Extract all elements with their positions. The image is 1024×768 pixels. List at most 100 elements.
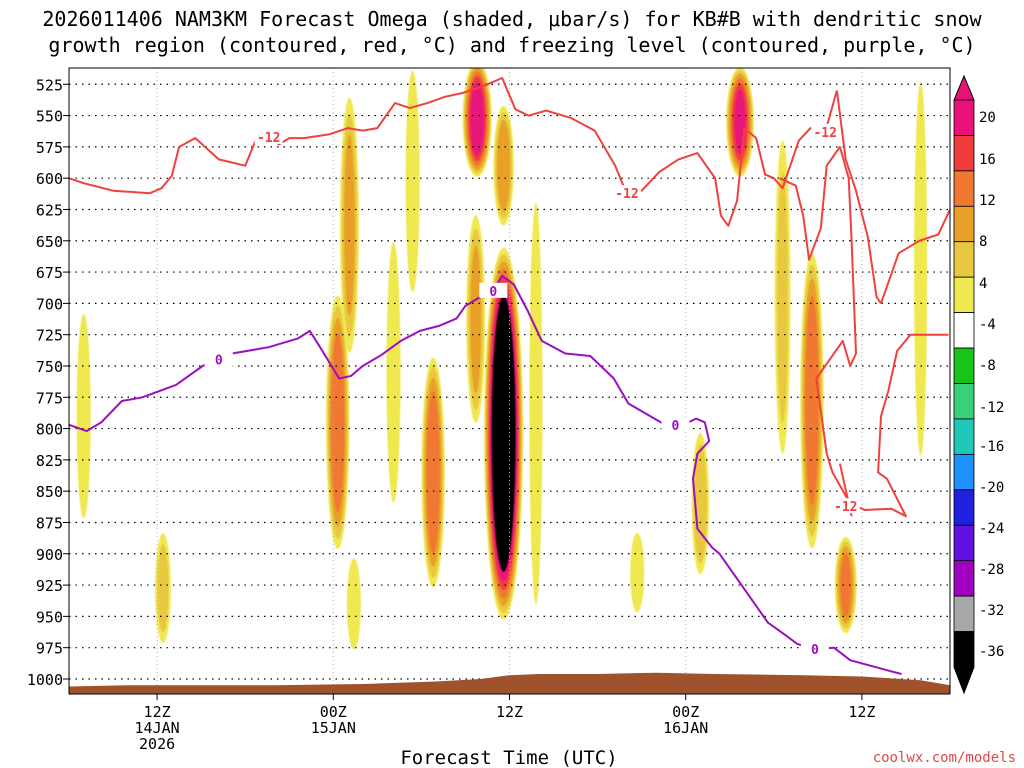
dgz-label-0: -12 <box>257 131 280 146</box>
omega-feature-2 <box>462 68 492 177</box>
colorbar-bin-12 <box>953 524 975 562</box>
ytick-label-750: 750 <box>36 358 63 376</box>
colorbar-label-6: -8 <box>979 358 996 374</box>
colorbar-bin-10 <box>953 453 975 491</box>
ytick-label-850: 850 <box>36 483 63 501</box>
ytick-label-600: 600 <box>36 170 63 188</box>
ytick-label-1000: 1000 <box>27 671 63 689</box>
chart-title-line2: growth region (contoured, red, °C) and f… <box>48 33 975 57</box>
colorbar-bin-8 <box>953 383 975 420</box>
credit-text: coolwx.com/models <box>873 750 1016 766</box>
freezing-label-0-bg <box>204 351 233 367</box>
omega-band-14-1 <box>529 202 543 605</box>
omega-band-2-6 <box>470 81 485 156</box>
omega-feature-1 <box>493 105 514 226</box>
ytick-label-875: 875 <box>36 514 63 532</box>
colorbar-bin-7 <box>953 347 975 384</box>
colorbar-bin-6 <box>953 312 975 349</box>
ytick-label-925: 925 <box>36 577 63 595</box>
ytick-label-725: 725 <box>36 327 63 345</box>
colorbar-label-9: -20 <box>979 480 1004 496</box>
omega-feature-18 <box>630 532 645 613</box>
colorbar-bin-13 <box>953 560 975 597</box>
ytick-label-775: 775 <box>36 389 63 407</box>
omega-feature-10 <box>834 537 857 634</box>
freezing-label-0: 0 <box>215 354 223 369</box>
ytick-label-525: 525 <box>36 76 63 94</box>
pressure-gridlines <box>69 68 950 694</box>
ytick-label-950: 950 <box>36 608 63 626</box>
freezing-label-3: 0 <box>811 643 819 658</box>
colorbar-bottom-arrow <box>953 666 975 695</box>
colorbar-label-4: 4 <box>979 276 987 292</box>
freezing-label-3-bg <box>800 640 829 656</box>
ytick-label-550: 550 <box>36 108 63 126</box>
colorbar-label-12: -32 <box>979 603 1004 619</box>
omega-band-12-2 <box>157 544 169 633</box>
freezing-label-1-bg <box>479 282 508 298</box>
omega-feature-12 <box>155 533 171 644</box>
omega-feature-16 <box>405 70 420 292</box>
ytick-label-625: 625 <box>36 201 63 219</box>
omega-band-6-3 <box>470 245 482 393</box>
ytick-label-650: 650 <box>36 233 63 251</box>
ytick-label-700: 700 <box>36 295 63 313</box>
omega-feature-14 <box>529 202 543 605</box>
omega-feature-17 <box>914 81 928 456</box>
omega-band-3-4 <box>426 391 440 554</box>
omega-band-0-10 <box>497 336 510 532</box>
xtick-label-12-1: 12Z <box>144 703 171 721</box>
colorbar-label-5: -4 <box>979 317 996 333</box>
xtick-label-24-2: 15JAN <box>311 719 356 737</box>
freezing-label-1: 0 <box>489 285 497 300</box>
dgz-contour-line-3 <box>779 145 949 518</box>
colorbar-bin-15 <box>953 631 975 668</box>
dgz-contour-line-1 <box>835 90 882 304</box>
ytick-label-800: 800 <box>36 421 63 439</box>
dgz-label-1: -12 <box>615 187 638 202</box>
colorbar-bin-5 <box>953 276 975 314</box>
freezing-contour-line-0 <box>69 274 902 675</box>
xtick-label-36-1: 12Z <box>496 703 523 721</box>
colorbar-label-0: 20 <box>979 110 996 126</box>
dgz-contour-line-0 <box>69 77 838 227</box>
colorbar-label-7: -12 <box>979 400 1004 416</box>
colorbar-label-8: -16 <box>979 439 1004 455</box>
colorbar-bin-14 <box>953 595 975 632</box>
colorbar-bin-9 <box>953 418 975 455</box>
omega-band-13-1 <box>76 313 91 519</box>
colorbar-label-2: 12 <box>979 193 996 209</box>
xtick-label-12-3: 2026 <box>139 735 175 753</box>
colorbar-bin-2 <box>953 170 975 207</box>
dgz-label-2-bg <box>811 123 840 139</box>
xtick-label-48-2: 16JAN <box>663 719 708 737</box>
omega-feature-13 <box>76 313 91 519</box>
dgz-label-0-bg <box>254 128 283 144</box>
omega-feature-3 <box>421 357 445 588</box>
xtick-label-24-1: 00Z <box>320 703 347 721</box>
colorbar-label-13: -36 <box>979 644 1004 660</box>
omega-band-11-2 <box>693 443 708 564</box>
xtick-label-60-1: 12Z <box>848 703 875 721</box>
omega-feature-6 <box>466 215 486 423</box>
terrain-fill <box>69 672 950 694</box>
dgz-label-3: -12 <box>834 500 857 515</box>
dgz-contour-line-2 <box>880 209 950 304</box>
omega-band-4-4 <box>330 332 345 513</box>
omega-feature-0 <box>484 247 524 620</box>
omega-band-10-4 <box>840 553 852 617</box>
colorbar-top-arrow <box>953 74 975 101</box>
omega-band-18-1 <box>630 532 645 613</box>
omega-feature-9 <box>774 140 791 454</box>
dgz-label-2: -12 <box>813 126 836 141</box>
colorbar-bin-0 <box>953 99 975 136</box>
omega-band-5-3 <box>343 134 355 316</box>
freezing-label-2: 0 <box>672 419 680 434</box>
colorbar-bin-3 <box>953 205 975 243</box>
omega-band-8-4 <box>805 295 819 506</box>
xtick-label-12-2: 14JAN <box>135 719 180 737</box>
x-axis-label: Forecast Time (UTC) <box>400 747 617 768</box>
colorbar-label-1: 16 <box>979 152 996 168</box>
